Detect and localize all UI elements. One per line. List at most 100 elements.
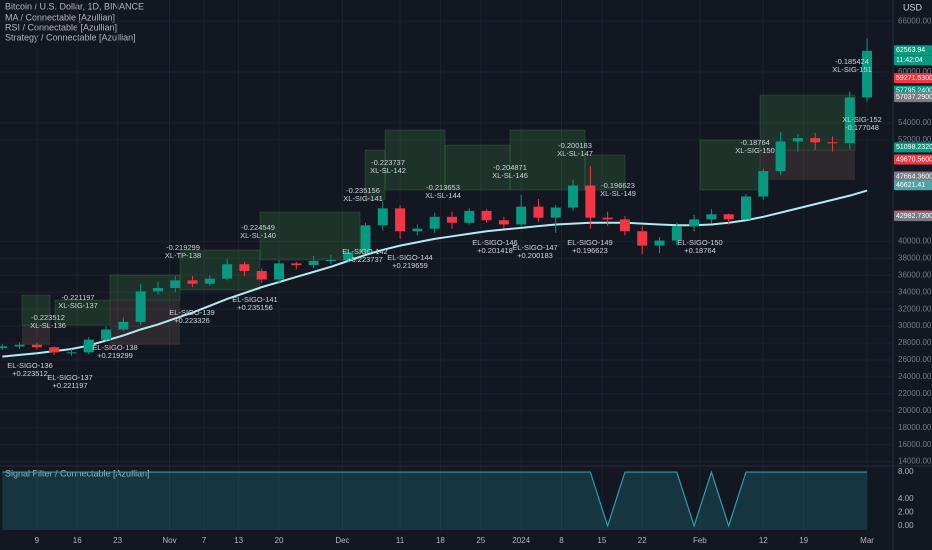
- candle-body: [844, 97, 855, 144]
- signal-label: EL-SIGO-141: [232, 295, 277, 304]
- signal-label: +0.223326: [174, 316, 210, 325]
- candle-body: [291, 263, 302, 266]
- signal-label: XL-SL-147: [557, 149, 593, 158]
- signal-label: -0.200183: [558, 141, 592, 150]
- price-tag-label: 57795.240000: [896, 88, 932, 95]
- x-tick-label: 8: [559, 536, 564, 545]
- candle-body: [31, 344, 42, 348]
- trade-zone: [699, 139, 761, 191]
- signal-label: +0.221197: [52, 381, 87, 390]
- signal-label: XL-SL-136: [30, 321, 66, 330]
- y-tick-label: 8.00: [898, 467, 914, 476]
- signal-label: XL-SIG-137: [58, 301, 98, 310]
- x-tick-label: 11: [396, 536, 405, 545]
- candle-body: [360, 225, 371, 253]
- trade-zone: [759, 94, 856, 151]
- signal-label: -0.235156: [346, 186, 380, 195]
- candle-body: [14, 344, 25, 347]
- signal-label: EL-SIGO-137: [47, 373, 92, 382]
- candle-body: [775, 141, 786, 172]
- price-tag-label: 57037.290000: [896, 94, 932, 101]
- price-tag-label: 51098.232000: [896, 144, 932, 151]
- candle-body: [446, 216, 457, 223]
- y-tick-label: 16000.00: [898, 440, 932, 449]
- signal-label: EL-SIGO-149: [567, 238, 612, 247]
- trade-zone: [584, 154, 626, 191]
- candle-body: [723, 214, 734, 220]
- indicator-title: MA / Connectable [Azullian]: [5, 12, 115, 22]
- candle-body: [49, 347, 60, 353]
- candle-body: [516, 206, 527, 225]
- signal-label: +0.18764: [684, 246, 716, 255]
- signal-label: XL-SL-144: [425, 191, 461, 200]
- signal-label: +0.196623: [572, 246, 608, 255]
- currency: USD: [903, 2, 923, 12]
- x-tick-label: 20: [275, 536, 284, 545]
- candle-body: [308, 260, 319, 266]
- signal-label: -0.185424: [835, 57, 869, 66]
- signal-label: -0.213653: [426, 183, 460, 192]
- ma-line: [2, 189, 868, 358]
- signal-label: -0.223512: [31, 313, 65, 322]
- signal-line: [2, 470, 868, 528]
- x-tick-label: 12: [759, 536, 768, 545]
- trade-zone: [364, 149, 386, 201]
- x-tick-label: Dec: [335, 536, 349, 545]
- candle-body: [671, 226, 682, 241]
- signal-label: +0.200183: [517, 251, 553, 260]
- candle-body: [325, 260, 336, 262]
- y-tick-label: 52000.00: [898, 135, 932, 144]
- signal-label: +0.201418: [477, 246, 513, 255]
- signal-label: EL-SIGO-139: [169, 308, 214, 317]
- stop-zone: [22, 325, 50, 345]
- y-tick-label: 36000.00: [898, 270, 932, 279]
- candle-body: [274, 263, 285, 280]
- candle-body: [464, 210, 475, 223]
- candle-body: [0, 346, 8, 349]
- candle-body: [481, 210, 492, 221]
- signal-label: -0.221197: [61, 293, 94, 302]
- trade-zone: [384, 129, 446, 191]
- y-tick-label: 22000.00: [898, 389, 932, 398]
- signal-label: EL-SIGO-144: [387, 253, 432, 262]
- candle-body: [101, 329, 112, 340]
- y-tick-label: 14000.00: [898, 457, 932, 466]
- candle-body: [135, 291, 146, 322]
- candle-body: [66, 352, 77, 354]
- y-tick-label: 2.00: [898, 508, 914, 517]
- signal-area: [2, 472, 868, 530]
- price-tag-label: 59271.530000: [896, 75, 932, 82]
- price-tag: [894, 73, 932, 84]
- x-tick-label: Mar: [860, 536, 874, 545]
- price-tag: [894, 154, 932, 165]
- price-tag-label: 47664.360000: [896, 173, 932, 180]
- candle-body: [758, 171, 769, 197]
- price-tag: [894, 211, 932, 222]
- y-tick-label: 34000.00: [898, 287, 932, 296]
- signal-label: XL-SIG-150: [735, 146, 775, 155]
- x-tick-label: 9: [35, 536, 40, 545]
- y-tick-label: 60000.00: [898, 67, 932, 76]
- signal-label: XL-SL-142: [370, 166, 406, 175]
- candle-body: [429, 216, 440, 229]
- candle-body: [412, 228, 423, 232]
- price-tag-label: 42982.730000: [896, 213, 932, 220]
- candle-body: [810, 138, 821, 143]
- trade-zone: [259, 211, 361, 261]
- candle-body: [343, 252, 354, 261]
- signal-label: +0.219659: [392, 261, 428, 270]
- candle-body: [568, 185, 579, 208]
- x-tick-label: 18: [436, 536, 445, 545]
- candle-body: [689, 219, 700, 227]
- y-tick-label: 20000.00: [898, 406, 932, 415]
- x-tick-label: Feb: [693, 536, 707, 545]
- candle-body: [550, 207, 561, 218]
- trade-zone: [444, 144, 511, 191]
- candle-body: [619, 219, 630, 232]
- y-tick-label: 66000.00: [898, 16, 932, 25]
- x-tick-label: Nov: [162, 536, 176, 545]
- candle-body: [706, 214, 717, 220]
- y-tick-label: 40000.00: [898, 237, 932, 246]
- candle-body: [740, 196, 751, 220]
- signal-label: +0.223512: [12, 369, 48, 378]
